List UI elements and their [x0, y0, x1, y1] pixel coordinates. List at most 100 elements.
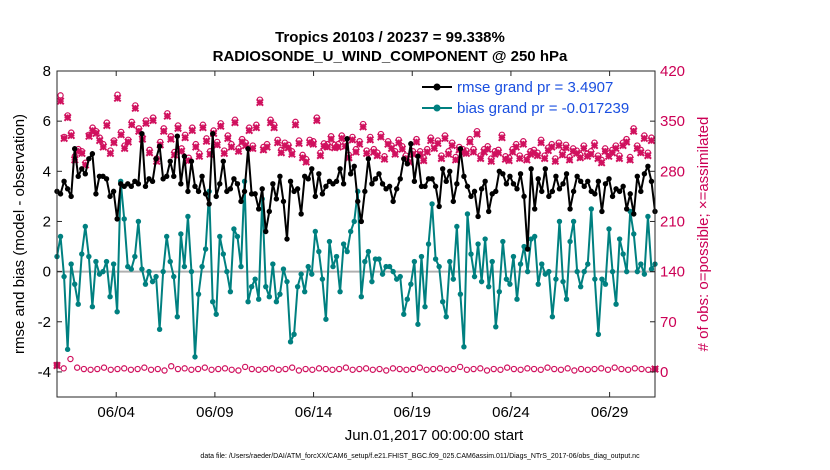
rmse-point	[457, 146, 464, 152]
bias-point	[609, 268, 616, 275]
obs-assimilated-point	[554, 141, 563, 150]
obs-assimilated-point	[562, 143, 570, 152]
bias-point	[273, 299, 280, 305]
bias-point	[121, 216, 127, 222]
bias-point	[365, 248, 372, 255]
obs-assimilated-point	[78, 149, 86, 158]
obs-assimilated-point	[92, 129, 101, 138]
rmse-point	[500, 171, 506, 177]
obs-assimilated-point	[423, 148, 432, 156]
bias-point	[344, 248, 350, 255]
y-left-tick-label: 0	[43, 264, 51, 281]
obs-count-layer	[53, 91, 659, 374]
obs-assimilated-point	[647, 136, 656, 145]
obs-assimilated-point	[476, 154, 485, 163]
obs-assimilated-point	[195, 152, 204, 161]
rmse-point	[206, 201, 212, 207]
obs-assimilated-point	[426, 136, 435, 145]
bias-point	[634, 268, 641, 275]
rmse-point	[560, 181, 566, 187]
rmse-point	[478, 186, 485, 192]
y-left-tick-label: 4	[43, 163, 51, 180]
rmse-point	[599, 208, 605, 215]
obs-possible-point	[201, 364, 209, 371]
obs-possible-point	[403, 366, 410, 373]
rmse-point	[195, 188, 202, 195]
bias-point	[411, 258, 418, 265]
bias-point	[319, 276, 326, 282]
obs-assimilated-point	[255, 98, 264, 107]
bias-point	[287, 339, 294, 345]
obs-possible-point	[463, 366, 471, 373]
bias-point	[507, 281, 513, 287]
rmse-point	[139, 130, 145, 137]
bias-point	[457, 291, 464, 297]
bias-point	[358, 293, 365, 300]
bias-point	[574, 268, 580, 275]
bias-point	[401, 311, 407, 317]
obs-possible-point	[228, 366, 235, 373]
rmse-point	[539, 188, 545, 195]
obs-assimilated-point	[124, 138, 133, 146]
obs-assimilated-point	[437, 154, 446, 163]
obs-possible-point	[120, 365, 128, 372]
obs-assimilated-point	[448, 141, 457, 150]
rmse-point	[577, 178, 584, 185]
obs-assimilated-point	[99, 143, 108, 151]
bias-point	[539, 261, 545, 267]
bias-point	[623, 268, 630, 275]
obs-possible-point	[127, 366, 135, 373]
obs-possible-point	[241, 363, 249, 371]
obs-assimilated-point	[199, 123, 207, 132]
obs-assimilated-point	[640, 134, 649, 143]
obs-possible-point	[551, 365, 558, 373]
bias-point	[454, 223, 460, 230]
rmse-point	[376, 171, 382, 177]
obs-assimilated-point	[412, 138, 421, 146]
obs-possible-point	[302, 365, 309, 373]
bias-point	[648, 266, 655, 272]
obs-assimilated-point	[270, 123, 279, 132]
obs-possible-point	[517, 366, 524, 373]
obs-assimilated-point	[142, 119, 150, 128]
obs-assimilated-point	[494, 148, 503, 157]
obs-possible-point	[557, 366, 565, 373]
bias-point	[464, 211, 471, 217]
bias-point	[425, 241, 432, 247]
obs-possible-point	[248, 365, 256, 373]
obs-possible-point	[571, 367, 578, 374]
obs-possible-point	[80, 365, 88, 373]
bias-point	[549, 314, 556, 320]
obs-assimilated-point	[537, 138, 546, 147]
rmse-point	[464, 183, 471, 190]
obs-assimilated-point	[487, 157, 496, 166]
obs-assimilated-point	[441, 134, 449, 143]
rmse-point	[351, 163, 357, 169]
rmse-point	[447, 168, 453, 175]
obs-assimilated-point	[316, 151, 325, 160]
bias-point	[482, 236, 488, 242]
rmse-point	[528, 166, 534, 172]
obs-assimilated-point	[451, 155, 460, 164]
rmse-point	[89, 151, 96, 157]
obs-assimilated-point	[273, 138, 282, 147]
rmse-point	[623, 206, 630, 212]
bias-point	[475, 241, 481, 247]
rmse-point	[227, 186, 234, 192]
bias-point	[132, 253, 138, 260]
bias-point	[337, 288, 343, 295]
obs-assimilated-point	[498, 133, 506, 142]
obs-assimilated-point	[348, 135, 357, 144]
rmse-point	[241, 188, 248, 195]
bias-point	[142, 281, 149, 287]
rmse-point	[103, 176, 110, 182]
rmse-point	[365, 156, 372, 162]
obs-possible-point	[470, 365, 477, 373]
rmse-point	[220, 158, 227, 164]
bias-point	[535, 281, 541, 287]
legend: rmse grand pr = 3.4907 bias grand pr = -…	[422, 79, 629, 117]
obs-assimilated-point	[120, 144, 129, 153]
bias-point	[298, 271, 304, 277]
obs-possible-point	[262, 365, 269, 373]
